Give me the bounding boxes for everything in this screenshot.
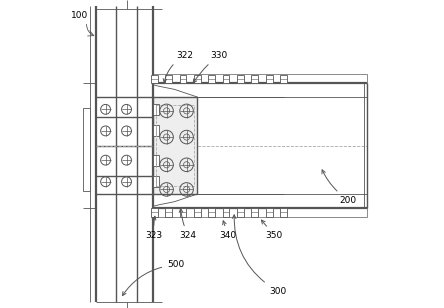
Bar bbox=[153, 97, 198, 194]
Bar bbox=[237, 75, 244, 83]
Bar bbox=[266, 208, 273, 217]
Bar bbox=[194, 75, 201, 83]
Bar bbox=[223, 75, 230, 83]
Bar bbox=[153, 104, 159, 115]
Bar bbox=[266, 75, 273, 83]
Bar bbox=[180, 75, 186, 83]
Bar bbox=[208, 208, 215, 217]
Text: 300: 300 bbox=[232, 215, 286, 296]
Text: 322: 322 bbox=[163, 51, 194, 83]
Bar bbox=[153, 176, 159, 187]
Text: 350: 350 bbox=[262, 220, 283, 240]
Text: 200: 200 bbox=[322, 170, 357, 205]
Bar bbox=[251, 75, 258, 83]
Bar bbox=[237, 208, 244, 217]
Bar bbox=[208, 75, 215, 83]
Bar bbox=[151, 75, 158, 83]
Bar bbox=[280, 75, 287, 83]
Bar bbox=[151, 208, 158, 217]
Bar bbox=[165, 208, 172, 217]
Bar bbox=[194, 208, 201, 217]
Text: 340: 340 bbox=[220, 221, 237, 240]
Text: 323: 323 bbox=[146, 216, 163, 240]
Text: 330: 330 bbox=[193, 51, 227, 83]
Bar bbox=[180, 208, 186, 217]
Bar bbox=[153, 155, 159, 166]
Text: 100: 100 bbox=[71, 11, 88, 20]
Bar bbox=[153, 125, 159, 136]
Text: 324: 324 bbox=[179, 209, 197, 240]
Bar bbox=[156, 105, 194, 186]
Bar bbox=[83, 108, 90, 191]
Bar bbox=[153, 74, 367, 217]
Bar bbox=[223, 208, 230, 217]
Bar bbox=[165, 75, 172, 83]
Bar bbox=[251, 208, 258, 217]
Text: 500: 500 bbox=[123, 260, 184, 296]
Bar bbox=[280, 208, 287, 217]
